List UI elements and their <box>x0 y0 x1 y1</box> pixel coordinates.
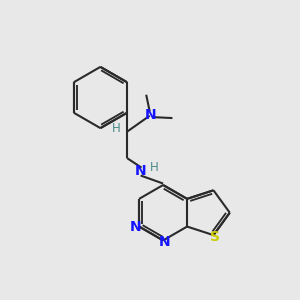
Text: N: N <box>145 108 156 122</box>
Text: H: H <box>150 161 159 174</box>
Text: N: N <box>159 235 170 249</box>
Text: N: N <box>135 164 146 178</box>
Text: N: N <box>130 220 141 234</box>
Text: S: S <box>210 230 220 244</box>
Text: H: H <box>112 122 120 135</box>
